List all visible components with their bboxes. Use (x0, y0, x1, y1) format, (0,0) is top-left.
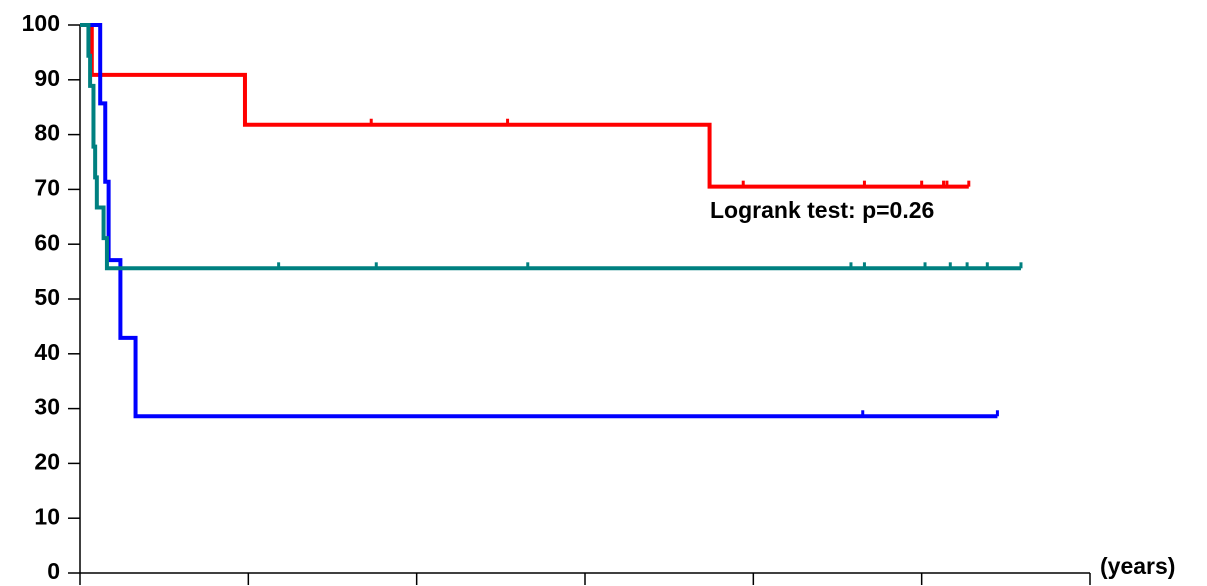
y-tick-label: 100 (22, 10, 60, 36)
x-axis-label: (years) (1100, 553, 1175, 579)
y-tick-label: 50 (34, 284, 60, 310)
y-tick-label: 80 (34, 120, 60, 146)
y-tick-label: 30 (34, 394, 60, 420)
y-tick-label: 20 (34, 448, 60, 474)
y-tick-label: 0 (47, 558, 60, 584)
annotation: Logrank test: p=0.26 (710, 197, 934, 223)
y-tick-label: 40 (34, 339, 60, 365)
y-tick-label: 60 (34, 229, 60, 255)
y-tick-label: 90 (34, 65, 60, 91)
survival-curve (80, 23, 998, 419)
y-tick-label: 70 (34, 174, 60, 200)
y-tick-label: 10 (34, 503, 60, 529)
survival-curve (80, 23, 969, 189)
survival-curve (80, 23, 1021, 271)
